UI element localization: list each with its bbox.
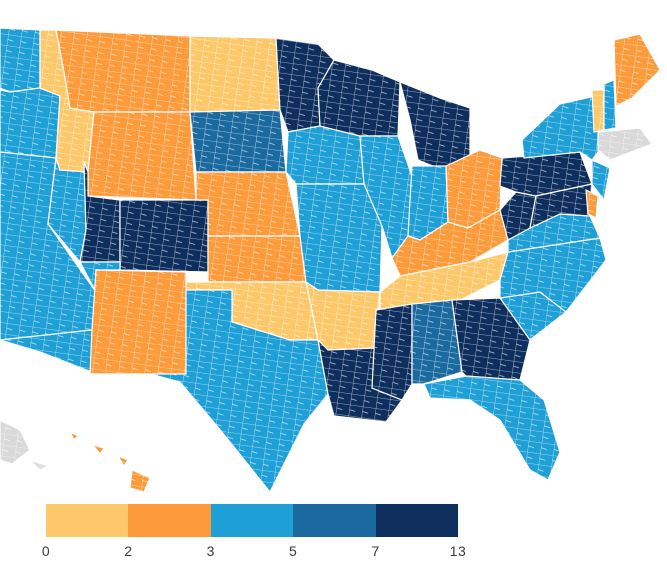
legend-tick-0: 0 (41, 543, 51, 559)
legend-bin-0-2 (46, 504, 129, 537)
legend: 0 2 3 5 7 13 (0, 500, 667, 579)
legend-tick-7: 7 (371, 543, 380, 559)
county-choropleth-map (0, 27, 661, 494)
county-border-texture (0, 28, 660, 492)
legend-bin-5-7 (293, 504, 376, 537)
us-map-svg (0, 27, 661, 494)
legend-bin-3-5 (210, 504, 294, 537)
legend-bin-7-13 (375, 504, 458, 537)
legend-bin-2-3 (128, 504, 211, 537)
county-borders (0, 28, 660, 492)
legend-tick-3: 3 (206, 543, 215, 559)
legend-tick-5: 5 (289, 543, 298, 559)
legend-tick-13: 13 (449, 543, 467, 559)
legend-tick-2: 2 (124, 543, 133, 559)
